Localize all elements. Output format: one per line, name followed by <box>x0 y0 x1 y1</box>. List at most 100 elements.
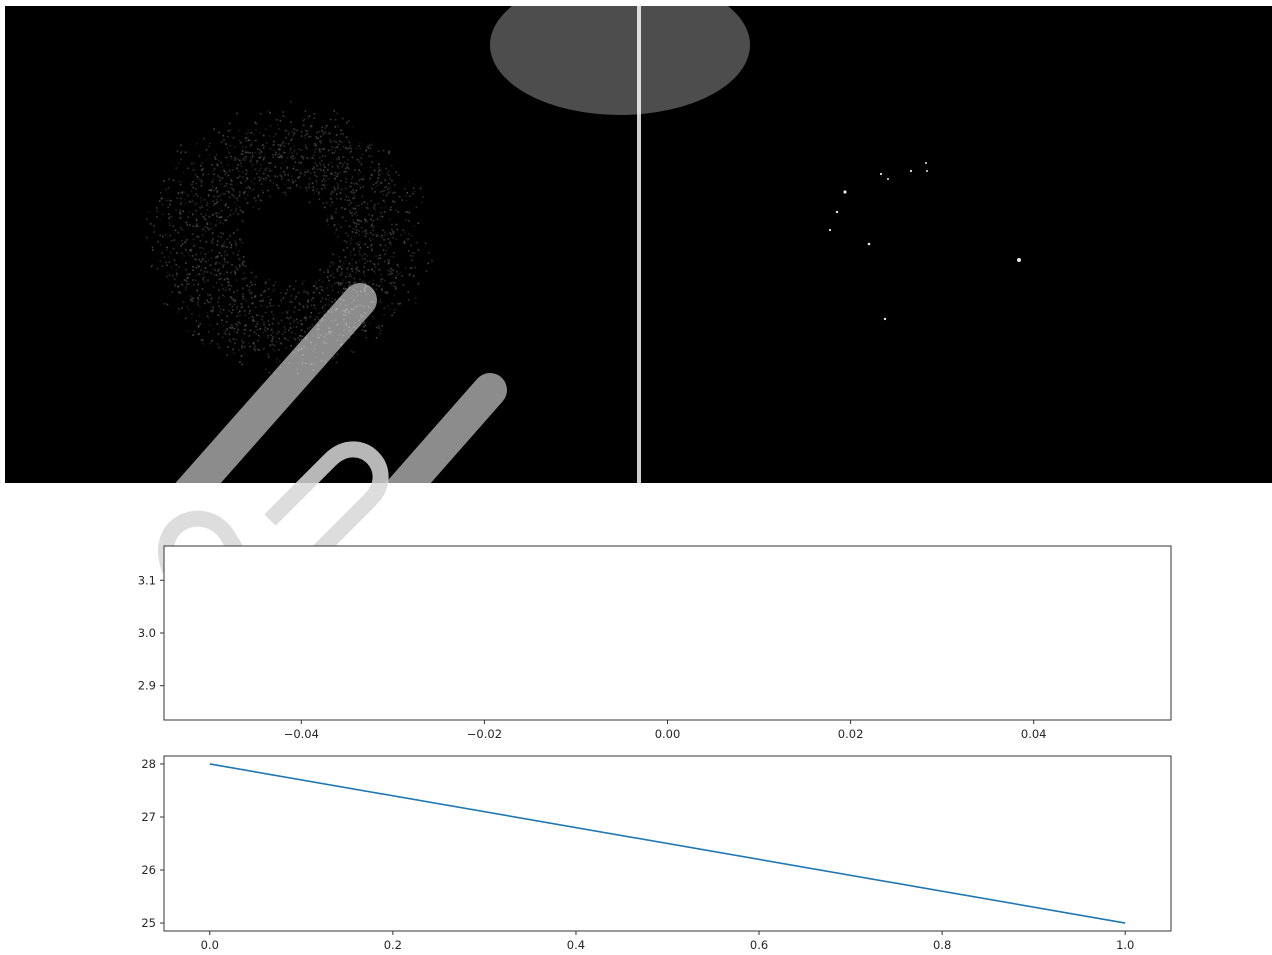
noise-speck <box>181 243 184 245</box>
bright-dot <box>909 169 913 173</box>
noise-speck <box>302 158 304 160</box>
noise-speck <box>238 139 240 142</box>
noise-speck <box>346 246 349 249</box>
noise-speck <box>321 129 323 132</box>
noise-speck <box>356 266 358 269</box>
noise-speck <box>364 230 367 233</box>
noise-speck <box>395 274 397 277</box>
noise-speck <box>350 147 353 150</box>
noise-speck <box>202 228 205 230</box>
noise-speck <box>325 201 328 204</box>
noise-speck <box>332 276 335 279</box>
noise-speck <box>413 190 416 193</box>
noise-speck <box>332 273 334 275</box>
noise-speck <box>308 201 311 204</box>
noise-speck <box>339 149 342 151</box>
noise-speck <box>389 267 392 269</box>
noise-speck <box>389 241 391 244</box>
noise-speck <box>308 183 310 185</box>
noise-speck <box>345 241 348 243</box>
noise-speck <box>232 190 235 192</box>
noise-speck <box>213 195 215 198</box>
noise-speck <box>153 224 155 227</box>
noise-speck <box>223 254 226 257</box>
noise-speck <box>397 211 400 213</box>
noise-speck <box>362 270 365 273</box>
noise-speck <box>201 162 203 164</box>
noise-speck <box>378 235 381 237</box>
noise-speck <box>206 201 209 204</box>
noise-speck <box>212 268 214 270</box>
noise-speck <box>255 128 257 131</box>
noise-speck <box>243 260 246 263</box>
noise-speck <box>337 165 339 168</box>
noise-speck <box>276 118 278 121</box>
noise-speck <box>337 156 340 159</box>
noise-speck <box>358 145 360 147</box>
noise-speck <box>337 167 339 169</box>
noise-speck <box>308 187 310 190</box>
noise-speck <box>335 281 338 284</box>
noise-speck <box>326 268 329 271</box>
noise-speck <box>342 133 344 135</box>
noise-speck <box>382 278 385 280</box>
noise-speck <box>166 264 168 267</box>
noise-speck <box>209 222 212 225</box>
noise-speck <box>347 140 350 143</box>
noise-speck <box>227 278 229 280</box>
noise-speck <box>241 221 244 223</box>
noise-speck <box>229 183 232 186</box>
noise-speck <box>324 132 326 134</box>
noise-speck <box>390 270 392 273</box>
noise-speck <box>259 156 262 159</box>
noise-speck <box>377 257 380 260</box>
noise-speck <box>313 167 316 170</box>
noise-speck <box>254 151 256 154</box>
noise-speck <box>314 144 317 147</box>
noise-speck <box>387 170 390 173</box>
noise-speck <box>349 185 351 188</box>
noise-speck <box>322 184 324 186</box>
noise-speck <box>409 254 412 257</box>
noise-speck <box>217 159 220 162</box>
noise-speck <box>218 212 220 215</box>
noise-speck <box>168 213 170 215</box>
noise-speck <box>227 174 230 177</box>
noise-speck <box>149 223 152 225</box>
noise-speck <box>290 175 293 178</box>
noise-speck <box>340 198 342 200</box>
noise-speck <box>264 128 267 131</box>
noise-speck <box>315 281 317 284</box>
noise-speck <box>274 166 277 168</box>
noise-speck <box>401 199 403 201</box>
noise-speck <box>220 161 222 164</box>
noise-speck <box>405 238 408 240</box>
noise-speck <box>200 213 203 215</box>
noise-speck <box>211 181 214 183</box>
noise-speck <box>325 125 328 127</box>
noise-speck <box>298 161 301 164</box>
noise-speck <box>335 147 338 149</box>
noise-speck <box>216 215 218 217</box>
noise-speck <box>311 122 313 124</box>
noise-speck <box>337 281 340 284</box>
noise-speck <box>389 231 391 234</box>
noise-speck <box>215 274 218 277</box>
noise-speck <box>336 228 338 230</box>
noise-speck <box>185 202 187 204</box>
noise-speck <box>234 273 237 275</box>
noise-speck <box>196 142 198 145</box>
noise-speck <box>293 133 295 135</box>
noise-speck <box>389 256 392 259</box>
noise-speck <box>197 235 200 238</box>
noise-speck <box>156 267 159 270</box>
noise-speck <box>191 279 194 281</box>
noise-speck <box>353 222 356 224</box>
noise-speck <box>344 256 347 258</box>
noise-speck <box>368 213 370 216</box>
x-tick-label: 0.02 <box>838 727 864 741</box>
noise-speck <box>257 148 259 150</box>
noise-speck <box>389 243 392 246</box>
noise-speck <box>312 188 315 190</box>
noise-speck <box>364 274 366 277</box>
